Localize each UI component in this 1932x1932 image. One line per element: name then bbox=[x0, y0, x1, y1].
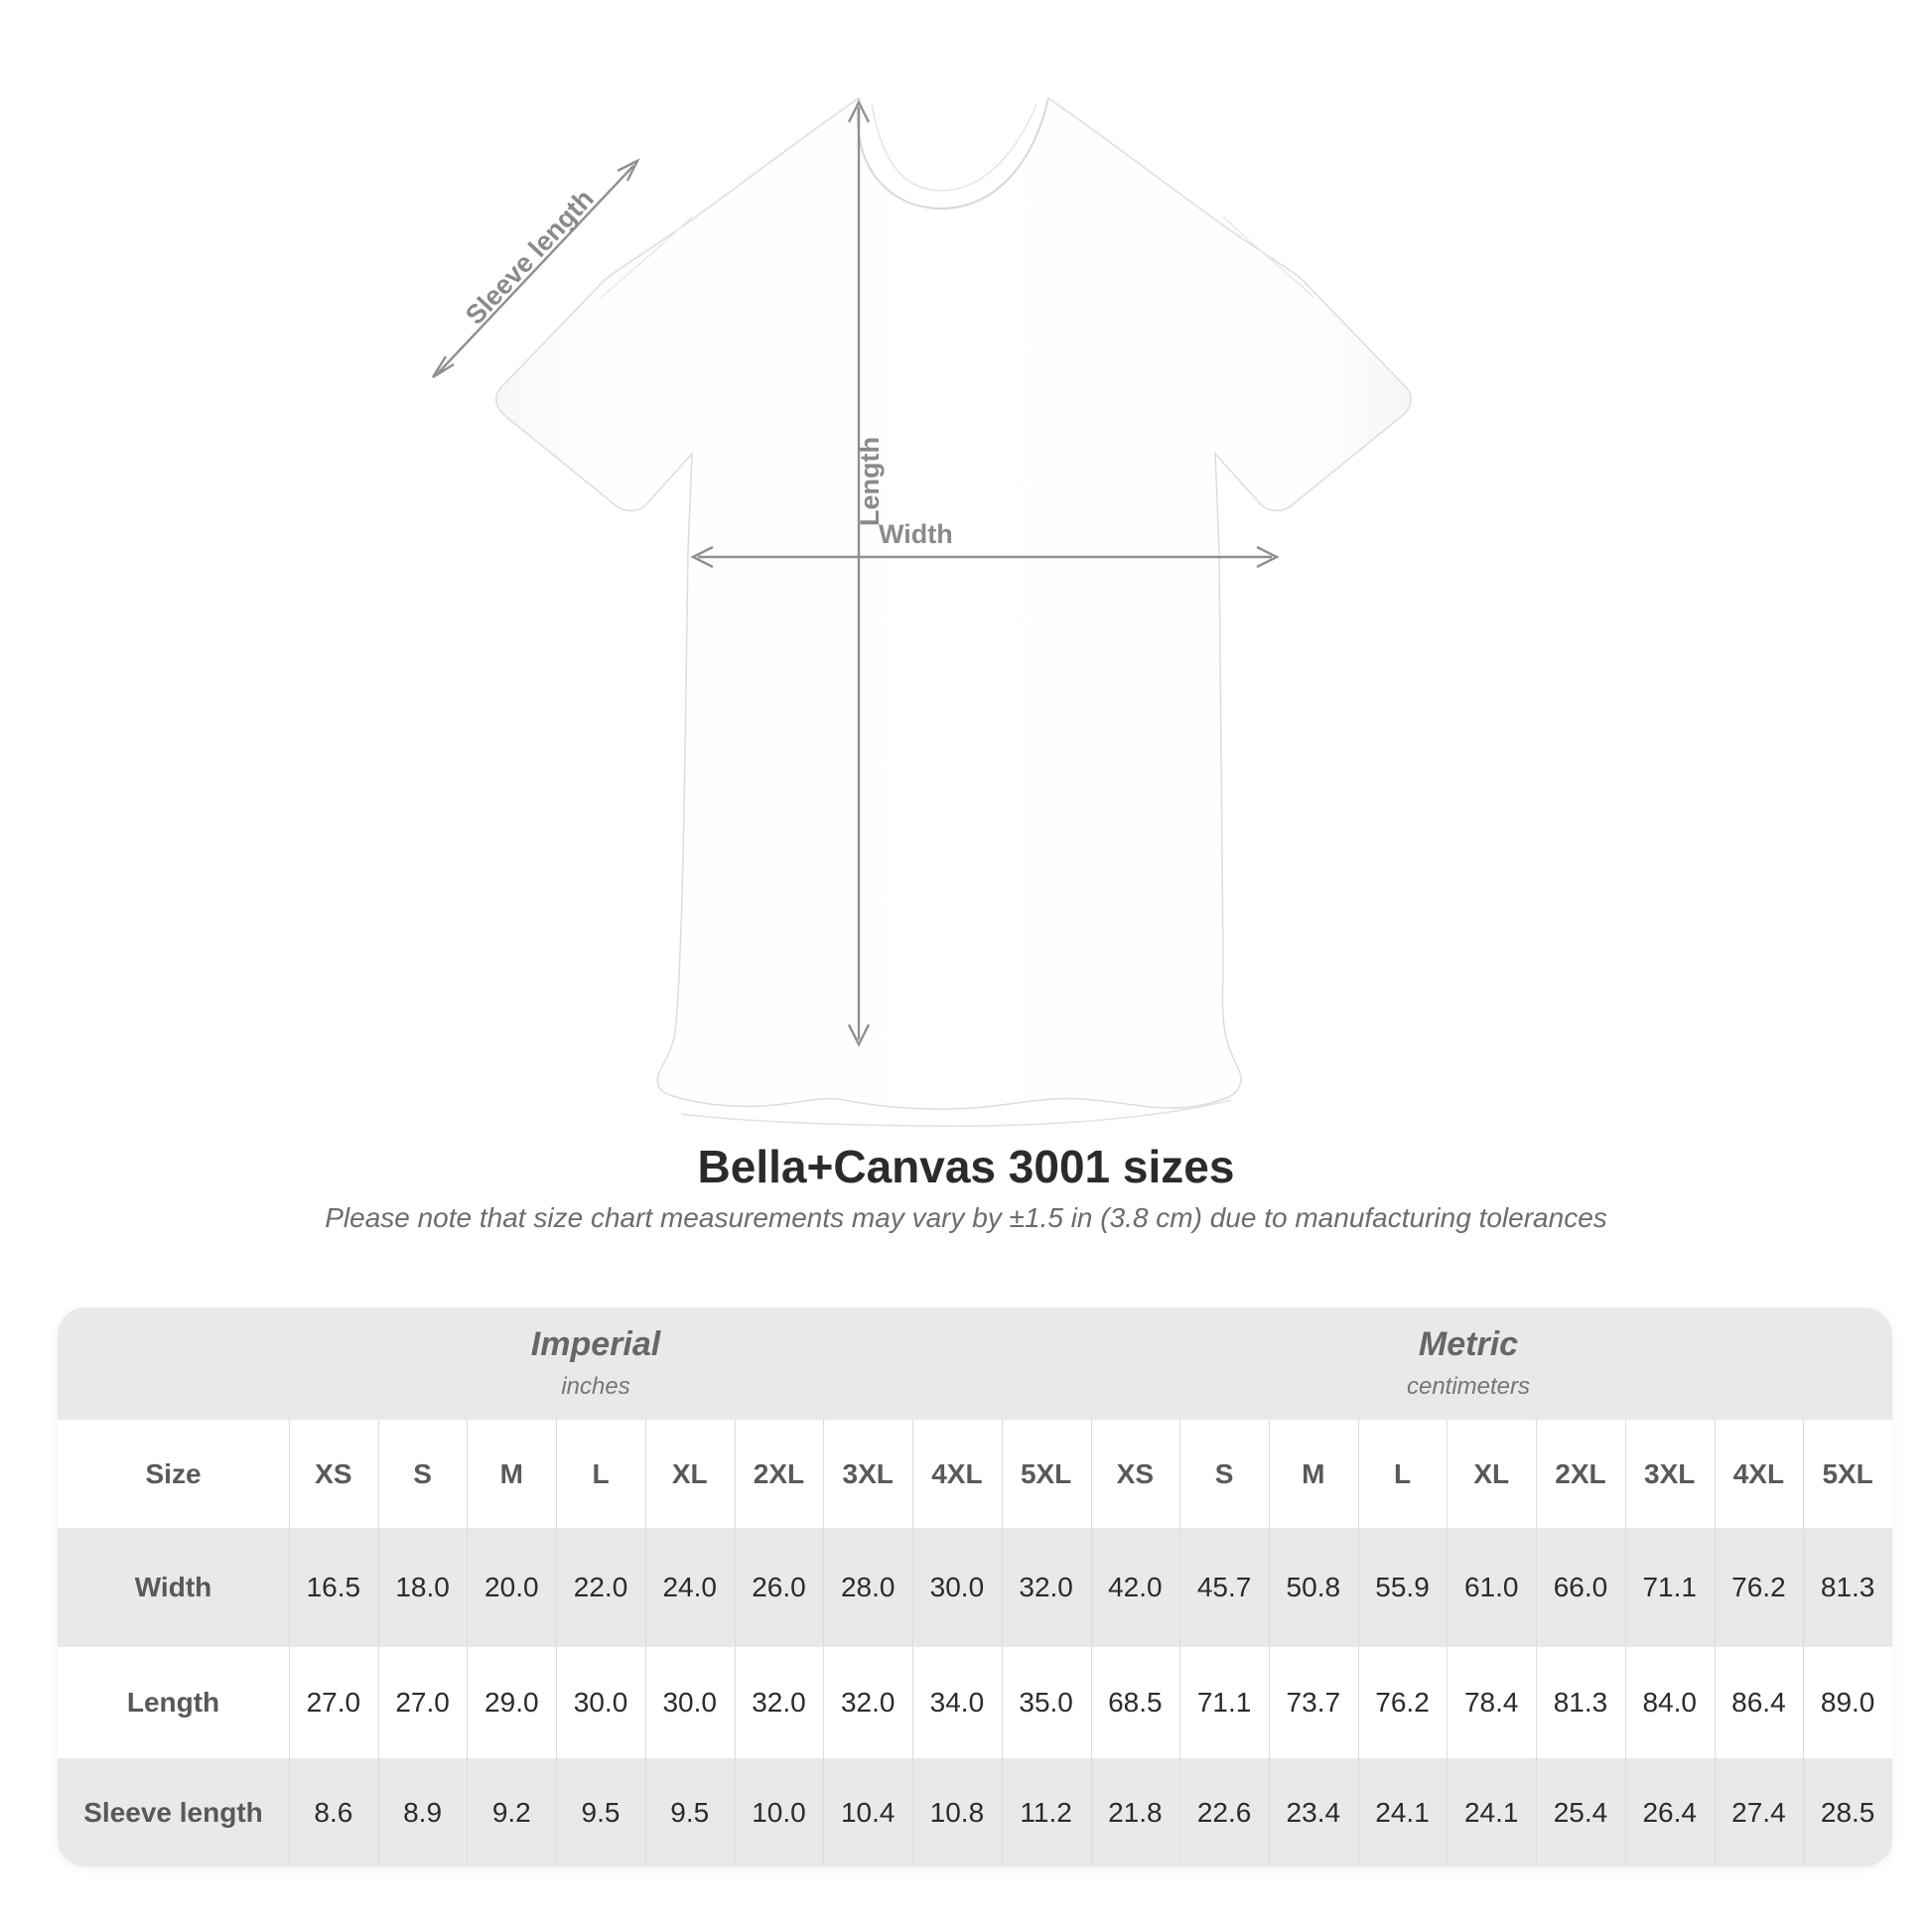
svg-text:Width: Width bbox=[879, 519, 953, 549]
svg-text:Length: Length bbox=[855, 437, 885, 526]
